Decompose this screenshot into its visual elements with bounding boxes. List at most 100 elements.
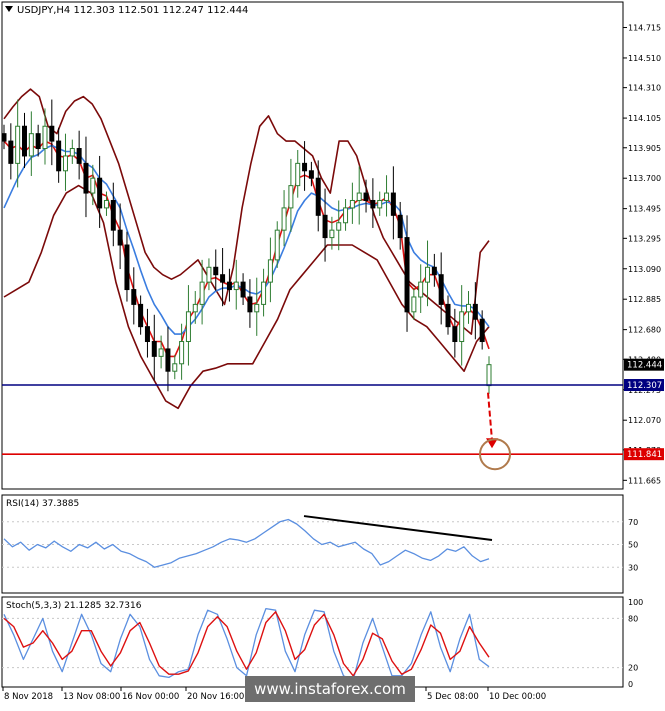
price-panel: 114.715 114.510 114.310 114.105 113.905 113.7… (1, 1, 664, 490)
dropdown-triangle-icon[interactable] (5, 6, 13, 12)
candle-body (21, 125, 27, 157)
candle-body (363, 192, 369, 201)
stoch-k-line (3, 607, 490, 681)
candle-body (179, 341, 185, 365)
stochastic-panel-frame (1, 596, 624, 688)
watermark: www.instaforex.com (245, 676, 415, 702)
candle-body (172, 363, 178, 372)
time-axis: 8 Nov 2018 13 Nov 08:00 16 Nov 00:00 20 Nov… (2, 687, 546, 702)
candle-body (138, 303, 144, 328)
candle-body (62, 155, 68, 172)
stochastic-panel: 100 80 20 0 Stoch(5,3,3) 21.1285 32.7316 (1, 596, 643, 689)
candle-body (206, 266, 212, 283)
candle-body (117, 229, 123, 246)
candle-body (97, 177, 103, 209)
price-tick-label: 113.905 (628, 144, 661, 153)
candle-body (322, 214, 328, 239)
candle-body (49, 125, 55, 142)
candle-body (144, 326, 150, 343)
candle-body (425, 266, 431, 283)
stoch-tick-label: 20 (628, 664, 638, 673)
price-tick-label: 112.885 (628, 295, 661, 304)
candle-body (254, 303, 260, 313)
price-tick-label: 114.310 (628, 84, 661, 93)
candle-body (220, 274, 226, 283)
price-label-box (624, 379, 664, 392)
candle-body (83, 162, 89, 194)
price-tick-label: 114.105 (628, 114, 661, 123)
candle-body (445, 303, 451, 328)
rsi-tick-label: 50 (628, 541, 638, 550)
rsi-line (3, 518, 490, 568)
candle-body (438, 274, 444, 305)
time-tick-label: 16 Nov 00:00 (122, 692, 179, 702)
time-tick-label: 20 Nov 16:00 (187, 692, 244, 702)
price-label-box (624, 448, 664, 461)
candle-body (295, 162, 301, 187)
candle-body (377, 199, 383, 209)
price-axis: 114.715 114.510 114.310 114.105 113.905 113.7… (623, 24, 661, 485)
projection-arrow-line (487, 392, 493, 441)
candle-body (56, 140, 62, 172)
candle-body (124, 244, 130, 291)
candle-body (418, 281, 424, 298)
candle-body (281, 207, 287, 231)
price-label-text: 111.841 (627, 450, 662, 460)
price-tick-label: 114.715 (628, 24, 661, 33)
stochastic-label: Stoch(5,3,3) 21.1285 32.7316 (6, 601, 142, 611)
price-tick-label: 113.700 (628, 174, 661, 183)
stoch-tick-label: 0 (628, 680, 633, 689)
divergence-line (303, 515, 493, 541)
candle-body (349, 199, 355, 209)
price-tick-label: 113.090 (628, 265, 661, 274)
stoch-tick-label: 100 (628, 598, 643, 607)
candle-body (110, 199, 116, 231)
candle-body (411, 296, 417, 313)
rsi-label: RSI(14) 37.3885 (6, 499, 79, 509)
candle-body (459, 311, 465, 343)
candle-body (472, 303, 478, 320)
price-panel-frame (1, 1, 624, 490)
candle-body (199, 281, 205, 305)
price-tick-label: 114.510 (628, 54, 661, 63)
candle-body (131, 289, 137, 305)
price-tick-label: 111.665 (628, 476, 661, 485)
rsi-plot-area: 70 50 30 (2, 515, 638, 572)
candle-body (69, 148, 75, 157)
price-label-box (624, 358, 664, 371)
candle-body (185, 311, 191, 343)
rsi-panel: 70 50 30 RSI(14) 37.3885 (1, 494, 638, 594)
price-tick-label: 113.295 (628, 234, 661, 243)
candle-body (247, 296, 253, 313)
watermark-box (245, 676, 415, 702)
candle-body (308, 170, 314, 179)
candle-body (76, 148, 82, 164)
price-label-text: 112.444 (627, 361, 662, 371)
candle-body (240, 281, 246, 298)
price-label-text: 112.307 (627, 381, 662, 391)
candle-body (397, 214, 403, 239)
candle-body (274, 229, 280, 261)
candle-body (486, 364, 492, 387)
price-tick-label: 113.495 (628, 205, 661, 214)
candle-body (103, 199, 109, 209)
candle-body (192, 303, 198, 313)
stoch-tick-label: 80 (628, 614, 638, 623)
candle-body (479, 318, 485, 343)
rsi-tick-label: 30 (628, 563, 638, 572)
candle-body (356, 192, 362, 201)
price-tick-label: 112.680 (628, 326, 661, 335)
time-tick-label: 10 Dec 00:00 (489, 692, 546, 702)
candle-body (35, 133, 41, 150)
candle-body (336, 222, 342, 231)
candle-body (370, 199, 376, 209)
candle-body (288, 185, 294, 209)
candle-body (151, 341, 157, 357)
time-tick-label: 8 Nov 2018 (4, 692, 53, 702)
price-labels: 112.444 112.307 111.841 (624, 358, 664, 461)
candle-body (315, 177, 321, 216)
candle-body (158, 348, 164, 357)
time-tick-label: 5 Dec 08:00 (427, 692, 479, 702)
